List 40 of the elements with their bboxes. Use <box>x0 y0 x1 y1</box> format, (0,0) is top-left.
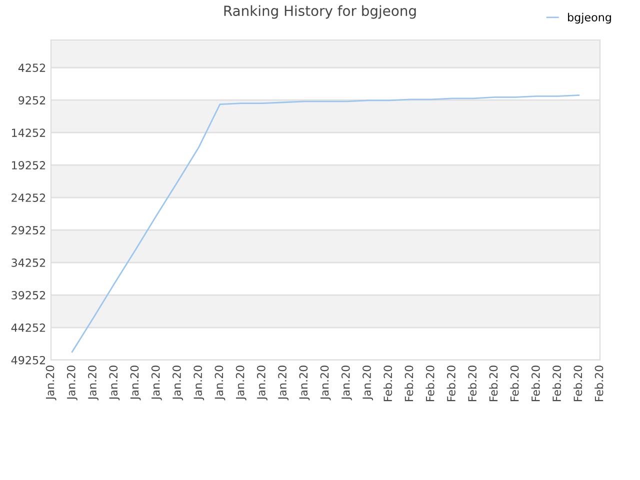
x-tick-label: Jan.20 <box>130 366 141 400</box>
x-tick-label: Jan.20 <box>278 366 289 400</box>
x-tick-label: Jan.20 <box>88 366 99 400</box>
x-tick-label: Jan.20 <box>341 366 352 400</box>
x-tick-label: Feb.20 <box>468 366 477 402</box>
x-tick-label: Feb.20 <box>383 366 392 402</box>
y-tick-label: 4252 <box>18 64 46 72</box>
y-tick-label: 49252 <box>11 356 46 364</box>
y-tick-label: 14252 <box>12 128 46 137</box>
x-tick-label: Feb.20 <box>446 366 456 402</box>
x-tick-label: Jan.20 <box>46 366 56 400</box>
y-tick-label: 34252 <box>12 258 46 267</box>
x-tick-label: Feb.20 <box>510 366 519 402</box>
x-tick-label: Feb.20 <box>552 366 561 402</box>
x-tick-label: Jan.20 <box>151 366 162 400</box>
y-tick-label: 29252 <box>12 226 46 234</box>
x-tick-label: Jan.20 <box>214 366 226 400</box>
x-tick-label: Feb.20 <box>531 366 540 402</box>
x-tick-label: Jan.20 <box>236 366 246 400</box>
x-tick-label: Jan.20 <box>320 366 331 400</box>
line-series <box>71 94 580 353</box>
x-tick-label: Jan.20 <box>109 366 120 400</box>
y-tick-label: 44252 <box>11 323 46 332</box>
x-tick-label: Feb.20 <box>489 366 498 402</box>
x-tick-label: Jan.20 <box>362 366 374 400</box>
y-tick-label: 9252 <box>18 96 46 104</box>
y-tick-label: 19252 <box>12 161 46 170</box>
x-tick-label: Feb.20 <box>594 366 604 402</box>
x-tick-label: Jan.20 <box>194 366 204 400</box>
x-tick-label: Jan.20 <box>172 366 183 400</box>
x-tick-label: Feb.20 <box>574 366 582 402</box>
x-tick-label: Feb.20 <box>404 366 414 402</box>
y-tick-label: 24252 <box>12 194 46 202</box>
x-tick-label: Jan.20 <box>256 366 268 400</box>
x-tick-label: Feb.20 <box>426 366 434 402</box>
x-tick-label: Jan.20 <box>66 366 78 400</box>
y-tick-label: 39252 <box>12 291 46 300</box>
chart-title: Ranking History for bgjeong <box>224 5 416 19</box>
x-tick-label: Jan.20 <box>299 366 310 400</box>
legend-label: bgjeong <box>568 12 611 24</box>
